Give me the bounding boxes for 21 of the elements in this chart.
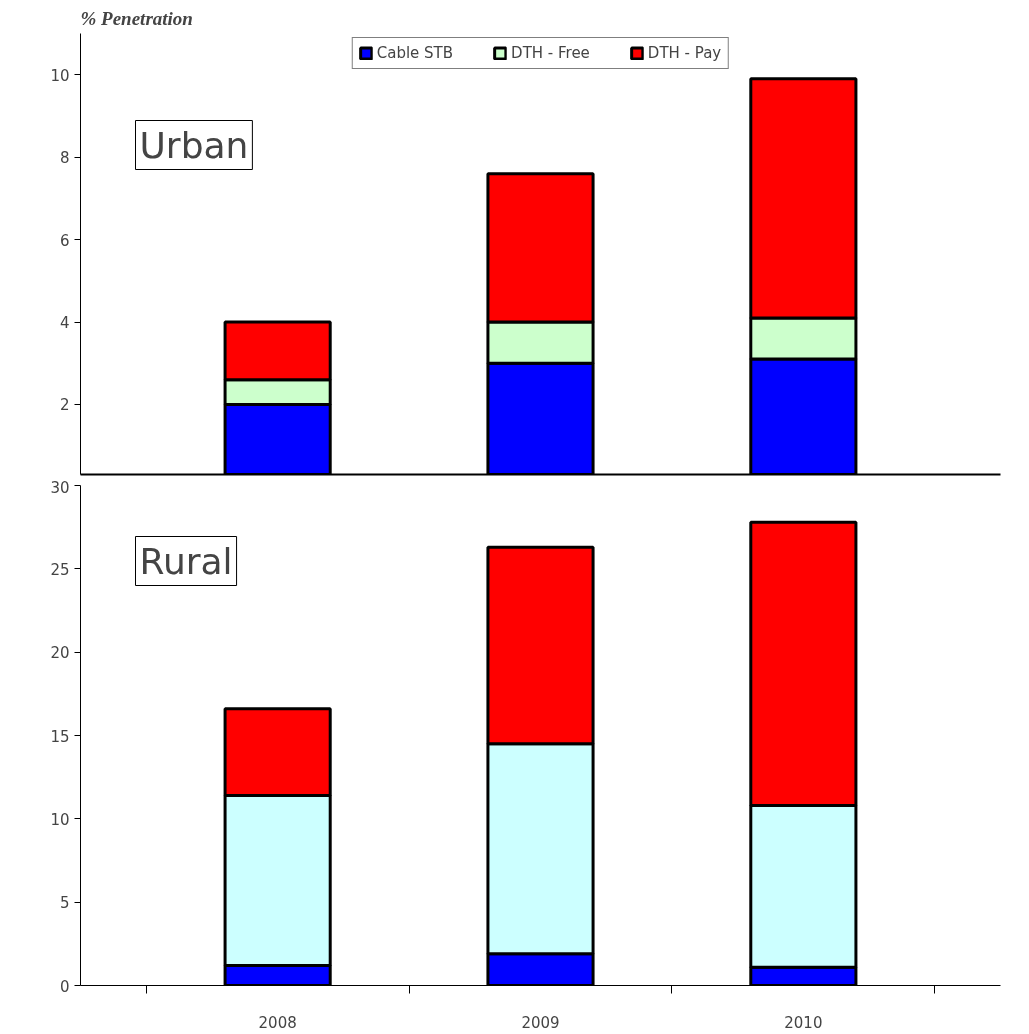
y-tick-label: 10	[50, 810, 70, 829]
y-tick-label: 25	[50, 560, 70, 579]
y-tick-label: 30	[50, 478, 70, 497]
y-tick-label: 8	[59, 149, 70, 168]
legend-label: DTH - Free	[511, 44, 590, 62]
x-tick-label: 2010	[784, 1013, 823, 1032]
x-tick-label: 2009	[521, 1013, 560, 1032]
annotation: Rural	[139, 540, 233, 582]
annotation: Urban	[139, 124, 249, 166]
y-tick-label: 4	[59, 314, 70, 332]
y-tick-label: 10	[50, 66, 70, 85]
y-tick-label: 20	[50, 644, 70, 663]
y-tick-label: 15	[50, 727, 70, 746]
y-axis-title: % Penetration	[80, 7, 193, 29]
y-tick-label: 0	[59, 977, 70, 996]
y-tick-label: 6	[59, 231, 70, 250]
legend-label: DTH - Pay	[647, 44, 722, 62]
legend-label: Cable STB	[376, 44, 454, 62]
x-tick-label: 2008	[258, 1013, 297, 1032]
y-tick-label: 5	[59, 894, 70, 913]
y-tick-label: 2	[59, 396, 70, 415]
